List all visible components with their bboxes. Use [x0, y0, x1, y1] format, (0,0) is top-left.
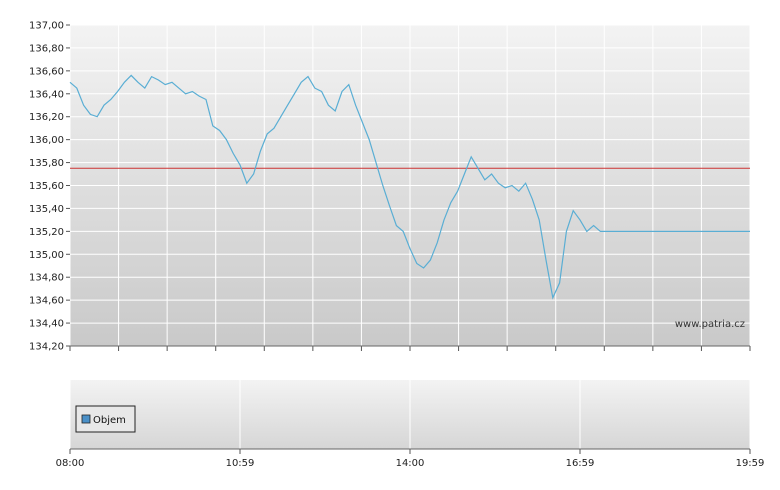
y-axis-labels: 134,20 134,40 134,60 134,80 135,00 135,20 135,… — [29, 21, 64, 353]
y-tick-label: 135,00 — [29, 250, 64, 261]
x-tick-label: 14:00 — [396, 458, 425, 469]
y-tick-label: 137,00 — [29, 21, 64, 32]
y-tick-label: 134,40 — [29, 319, 64, 330]
volume-vertical-grid — [69, 380, 751, 449]
x-axis-labels: 08:00 10:59 14:00 16:59 19:59 — [56, 458, 765, 469]
main-x-ticks — [69, 346, 751, 351]
y-tick-label: 135,20 — [29, 227, 64, 238]
legend: Objem — [75, 405, 136, 433]
price-series-line — [69, 74, 750, 300]
y-tick-label: 135,60 — [29, 181, 64, 192]
x-tick-label: 16:59 — [566, 458, 595, 469]
x-tick-label: 08:00 — [56, 458, 85, 469]
y-tick-label: 134,80 — [29, 273, 64, 284]
y-tick-label: 134,20 — [29, 342, 64, 353]
y-tick-label: 135,80 — [29, 158, 64, 169]
legend-label: Objem — [93, 415, 126, 426]
y-tick-label: 136,60 — [29, 66, 64, 77]
x-tick-label: 19:59 — [736, 458, 765, 469]
watermark: www.patria.cz — [675, 319, 745, 330]
x-tick-label: 10:59 — [226, 458, 255, 469]
volume-x-ticks — [69, 449, 751, 454]
y-tick-label: 136,00 — [29, 135, 64, 146]
legend-swatch — [81, 414, 91, 424]
y-tick-label: 134,60 — [29, 296, 64, 307]
y-tick-label: 136,80 — [29, 43, 64, 54]
legend-box — [75, 405, 136, 433]
y-tick-label: 136,40 — [29, 89, 64, 100]
y-tick-label: 136,20 — [29, 112, 64, 123]
y-tick-label: 135,40 — [29, 204, 64, 215]
